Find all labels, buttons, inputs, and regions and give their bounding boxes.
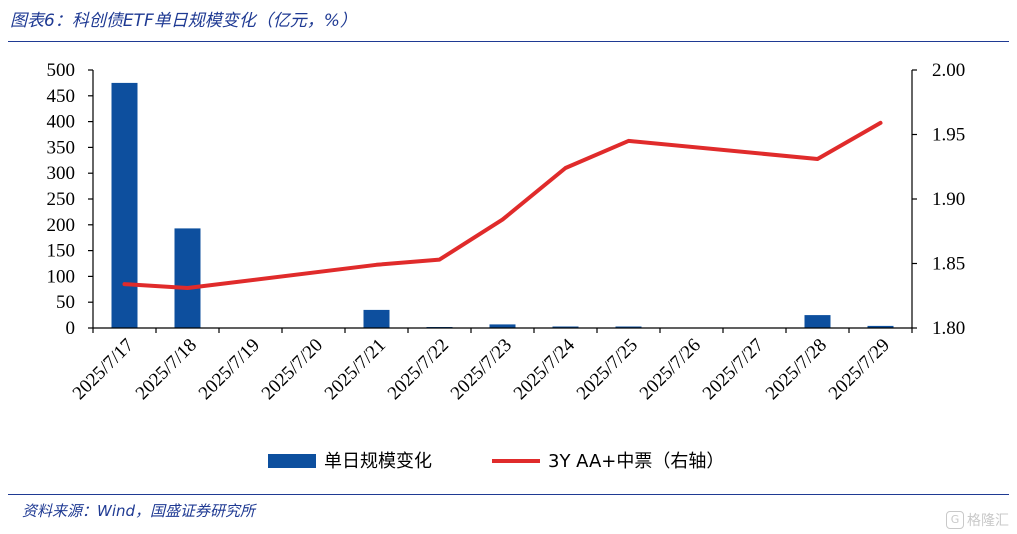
x-tick-label: 2025/7/18 [132,335,201,404]
legend-label-bar: 单日规模变化 [324,451,432,472]
x-tick-label: 2025/7/21 [321,335,390,404]
left-tick-label: 100 [47,266,76,287]
line-layer [122,120,883,290]
left-tick-label: 200 [47,215,76,236]
right-tick-label: 1.85 [932,254,965,275]
legend: 单日规模变化 3Y AA+中票（右轴） [268,451,724,472]
left-tick-label: 50 [56,292,75,313]
x-tick-label: 2025/7/27 [699,335,768,404]
x-tick-label: 2025/7/23 [447,335,516,404]
x-tick-label: 2025/7/29 [825,335,894,404]
x-tick-label: 2025/7/19 [195,335,264,404]
legend-label-line: 3Y AA+中票（右轴） [548,451,724,472]
x-tick-label: 2025/7/25 [573,335,642,404]
source-note: 资料来源：Wind，国盛证券研究所 [22,502,256,520]
watermark-text: 格隆汇 [967,513,1009,529]
bar [489,324,516,328]
left-tick-label: 350 [47,137,76,158]
bar [867,325,894,328]
left-tick-label: 450 [47,86,76,107]
left-tick-label: 400 [47,112,76,133]
source-rule [8,494,1009,495]
bar [552,326,579,328]
watermark: G 格隆汇 [946,510,1009,530]
title-rule [8,41,1009,42]
watermark-logo-icon: G [946,511,964,529]
legend-swatch-bar [268,454,316,468]
bars-layer [111,82,894,329]
left-tick-label: 0 [66,318,76,339]
bar [111,82,138,329]
left-tick-label: 500 [47,60,76,81]
right-tick-label: 1.95 [932,125,965,146]
bar [615,326,642,328]
x-tick-label: 2025/7/20 [258,335,327,404]
chart-title: 图表6：科创债ETF单日规模变化（亿元，%） [10,11,357,31]
left-tick-label: 150 [47,241,76,262]
right-tick-label: 2.00 [932,60,965,81]
x-tick-label: 2025/7/26 [636,335,705,404]
series-line [122,120,883,290]
x-tick-label: 2025/7/28 [762,335,831,404]
bar [363,309,390,328]
bar [174,228,201,328]
left-tick-label: 300 [47,163,76,184]
x-tick-label: 2025/7/22 [384,335,453,404]
right-tick-label: 1.90 [932,189,965,210]
bar [804,315,831,328]
x-tick-label: 2025/7/17 [69,335,138,404]
right-tick-label: 1.80 [932,318,965,339]
left-tick-label: 250 [47,189,76,210]
x-tick-label: 2025/7/24 [510,334,580,404]
